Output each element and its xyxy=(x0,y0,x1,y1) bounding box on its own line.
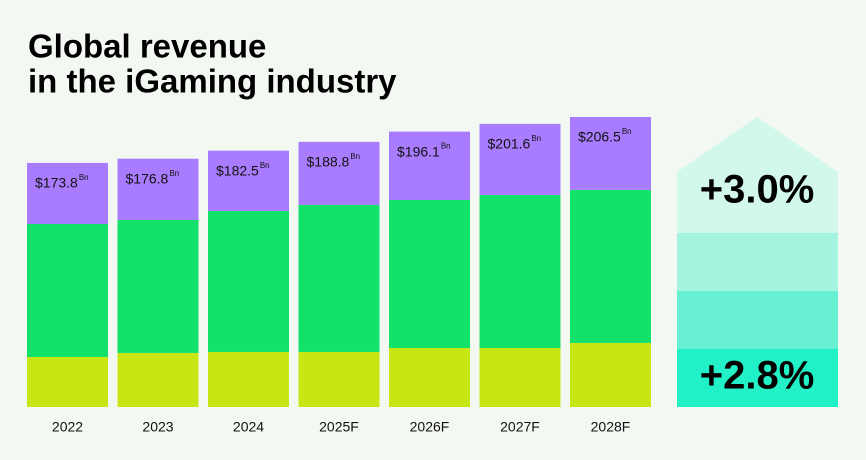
bar-segment xyxy=(27,162,108,225)
bar-segment xyxy=(479,348,561,407)
total-unit: Bn xyxy=(169,169,179,178)
bar-segment xyxy=(570,117,651,190)
arrow-band xyxy=(677,291,838,349)
total-unit: Bn xyxy=(260,161,270,170)
total-label: $182.5 xyxy=(216,162,259,178)
total-label: $206.5 xyxy=(578,129,621,145)
bar-segment xyxy=(208,351,289,407)
x-tick-label: 2022 xyxy=(52,419,83,435)
bar-segment xyxy=(208,150,289,211)
total-unit: Bn xyxy=(531,134,541,143)
total-label: $188.8 xyxy=(307,154,350,170)
bar-segment xyxy=(117,219,199,353)
bar-segment xyxy=(298,351,380,407)
x-tick-label: 2023 xyxy=(142,419,173,435)
arrow-band xyxy=(677,349,838,407)
total-unit: Bn xyxy=(441,142,451,151)
bar-segment xyxy=(27,224,108,358)
chart-title: Global revenue xyxy=(28,28,266,65)
bar-segment xyxy=(389,348,470,407)
bar-segment xyxy=(479,194,561,349)
total-unit: Bn xyxy=(622,127,632,136)
bar-segment xyxy=(117,352,199,407)
x-tick-label: 2027F xyxy=(500,419,540,435)
x-tick-label: 2025F xyxy=(319,419,359,435)
bar-segment xyxy=(117,158,199,220)
growth-label: +3.0% xyxy=(700,168,815,212)
arrow-head xyxy=(677,117,838,233)
bar-segment xyxy=(298,204,380,352)
chart-title: in the iGaming industry xyxy=(28,63,397,100)
x-tick-label: 2024 xyxy=(233,419,264,435)
total-label: $201.6 xyxy=(488,136,531,152)
bar-segment xyxy=(208,210,289,352)
total-label: $196.1 xyxy=(397,143,440,159)
arrow-band xyxy=(677,233,838,291)
total-unit: Bn xyxy=(79,173,89,182)
bar-segment xyxy=(570,342,651,407)
bar-segment xyxy=(570,189,651,343)
x-tick-label: 2028F xyxy=(591,419,631,435)
bar-segment xyxy=(389,131,470,200)
total-label: $176.8 xyxy=(126,170,169,186)
bar-segment xyxy=(389,199,470,349)
total-label: $173.8 xyxy=(35,175,78,191)
x-tick-label: 2026F xyxy=(410,419,450,435)
bar-segment xyxy=(27,357,108,407)
bar-segment xyxy=(479,123,561,195)
growth-arrow xyxy=(677,117,838,407)
total-unit: Bn xyxy=(350,152,360,161)
growth-label: +2.8% xyxy=(700,354,815,398)
bar-segment xyxy=(298,141,380,205)
